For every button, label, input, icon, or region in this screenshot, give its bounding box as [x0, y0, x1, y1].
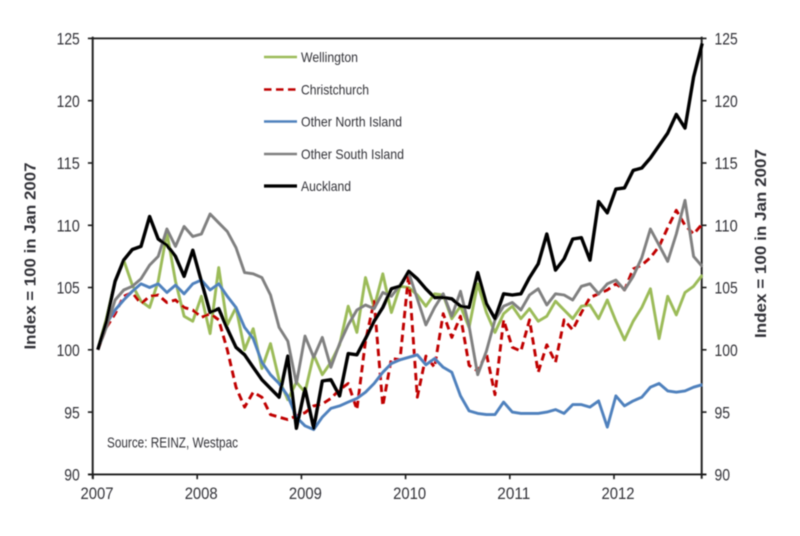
svg-text:120: 120: [57, 92, 80, 111]
svg-text:2010: 2010: [393, 484, 426, 503]
svg-text:95: 95: [715, 403, 731, 422]
svg-text:95: 95: [64, 403, 80, 422]
svg-text:Auckland: Auckland: [301, 179, 351, 194]
svg-text:2008: 2008: [185, 484, 218, 503]
svg-text:90: 90: [715, 466, 731, 485]
svg-text:105: 105: [715, 279, 738, 298]
svg-text:Index = 100 in Jan 2007: Index = 100 in Jan 2007: [753, 149, 770, 338]
svg-text:2012: 2012: [602, 484, 635, 503]
svg-text:Wellington: Wellington: [301, 50, 358, 65]
svg-text:115: 115: [715, 154, 738, 173]
svg-text:120: 120: [715, 92, 738, 111]
svg-text:Index = 100 in Jan 2007: Index = 100 in Jan 2007: [23, 163, 40, 350]
svg-text:90: 90: [64, 466, 80, 485]
svg-text:Other North Island: Other North Island: [301, 114, 402, 129]
svg-text:110: 110: [715, 217, 738, 236]
svg-text:110: 110: [57, 217, 80, 236]
svg-text:100: 100: [57, 341, 80, 360]
svg-text:Source: REINZ, Westpac: Source: REINZ, Westpac: [107, 435, 238, 452]
svg-text:Other South Island: Other South Island: [301, 147, 404, 162]
svg-text:105: 105: [57, 279, 80, 298]
svg-text:Christchurch: Christchurch: [301, 82, 369, 97]
svg-text:115: 115: [57, 154, 80, 173]
svg-text:125: 125: [57, 30, 80, 49]
svg-text:2011: 2011: [497, 484, 530, 503]
svg-text:125: 125: [715, 30, 738, 49]
svg-text:2007: 2007: [81, 484, 114, 503]
svg-text:100: 100: [715, 341, 738, 360]
svg-text:2009: 2009: [289, 484, 322, 503]
